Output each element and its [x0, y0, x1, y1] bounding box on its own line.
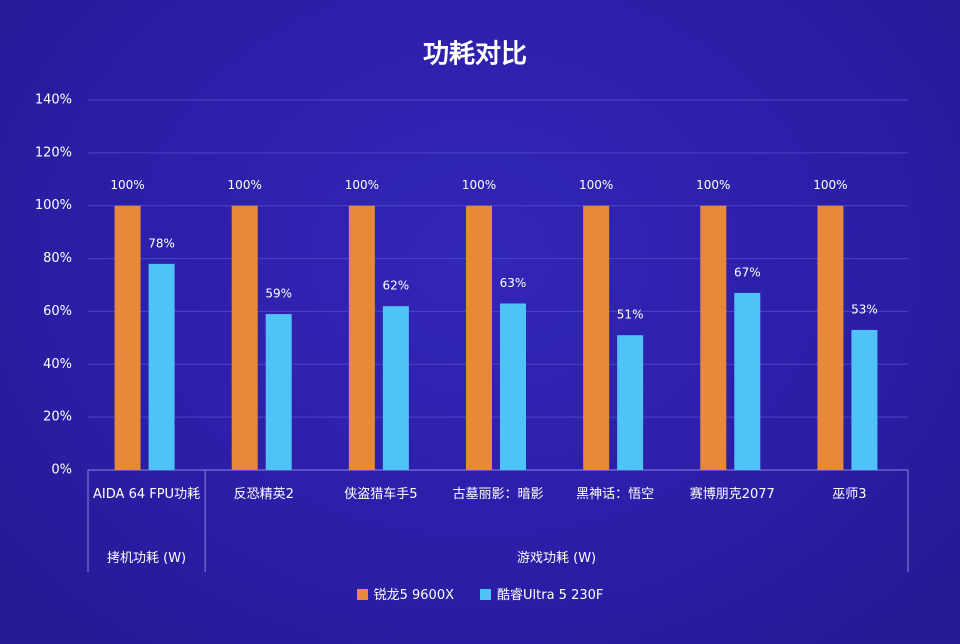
data-label: 100% [696, 178, 730, 192]
x-tick-label: 巫师3 [832, 487, 867, 502]
bar [265, 314, 292, 470]
legend-item: 酷睿Ultra 5 230F [480, 584, 603, 603]
bar [817, 205, 844, 470]
data-label: 51% [617, 308, 644, 322]
data-label: 100% [462, 178, 496, 192]
bar [734, 292, 761, 470]
data-label: 63% [500, 276, 527, 290]
y-tick-label: 60% [43, 304, 72, 319]
bar [583, 205, 610, 470]
x-tick-label: 黑神话：悟空 [576, 487, 655, 502]
x-tick-label: 侠盗猎车手5 [344, 487, 418, 502]
x-tick-label: 古墓丽影：暗影 [452, 487, 544, 502]
legend: 锐龙5 9600X 酷睿Ultra 5 230F [0, 584, 960, 603]
data-label: 100% [228, 178, 262, 192]
data-label: 78% [148, 236, 175, 250]
bar [851, 329, 878, 470]
bar [231, 205, 258, 470]
data-label: 100% [813, 178, 847, 192]
y-tick-label: 20% [43, 410, 72, 425]
legend-label: 酷睿Ultra 5 230F [497, 588, 604, 603]
bar [466, 205, 492, 470]
legend-swatch [480, 589, 492, 600]
data-label: 100% [110, 178, 144, 192]
bar [617, 335, 644, 470]
legend-label: 锐龙5 9600X [373, 588, 455, 603]
x-tick-label: AIDA 64 FPU功耗 [93, 487, 201, 502]
chart-title: 功耗对比 [423, 40, 527, 70]
data-label: 100% [579, 178, 613, 192]
y-tick-label: 0% [51, 463, 72, 478]
bar [500, 303, 526, 470]
x-tick-label: 反恐精英2 [233, 487, 294, 502]
bar [700, 205, 727, 470]
y-tick-label: 100% [35, 198, 72, 213]
bar [348, 205, 375, 470]
data-label: 53% [851, 302, 878, 316]
group-label: 拷机功耗 (W) [106, 551, 187, 566]
group-label: 游戏功耗 (W) [516, 551, 597, 566]
legend-swatch [356, 589, 368, 600]
legend-item: 锐龙5 9600X [356, 584, 455, 603]
y-tick-label: 120% [35, 145, 72, 160]
data-label: 100% [345, 178, 379, 192]
x-tick-label: 赛博朋克2077 [689, 487, 775, 502]
bar [114, 205, 141, 470]
data-label: 59% [265, 287, 292, 301]
data-label: 62% [383, 279, 410, 293]
bar [382, 306, 409, 470]
y-tick-label: 80% [43, 251, 72, 266]
y-tick-label: 40% [43, 357, 72, 372]
data-label: 67% [734, 265, 761, 279]
bar [148, 263, 175, 470]
y-tick-label: 140% [35, 93, 72, 108]
